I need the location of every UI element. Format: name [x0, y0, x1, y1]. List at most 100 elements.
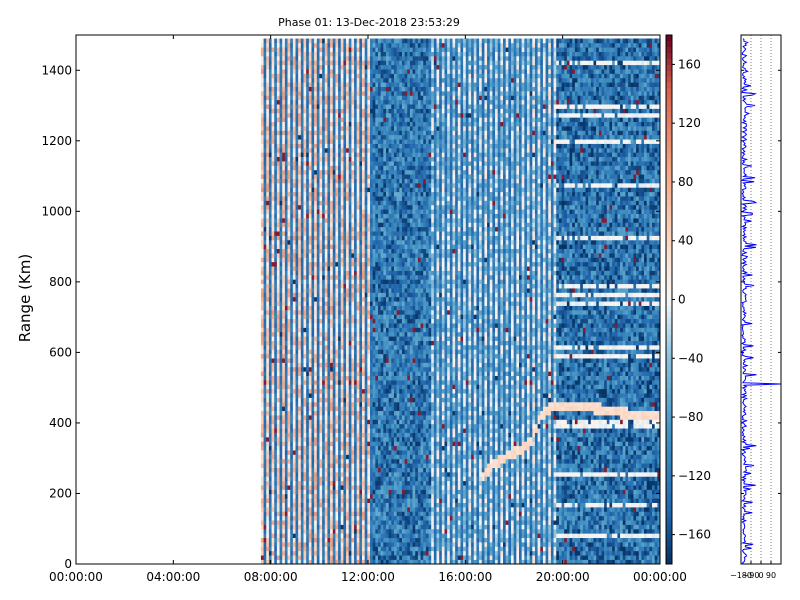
heatmap-cell [260, 437, 264, 442]
heatmap-cell [314, 143, 318, 149]
heatmap-cell [356, 191, 360, 197]
heatmap-cell [263, 56, 267, 61]
heatmap-cell [322, 82, 326, 87]
heatmap-cell [268, 174, 272, 179]
heatmap-cell [260, 288, 264, 293]
heatmap-cell [308, 91, 312, 96]
heatmap-cell [287, 191, 291, 197]
heatmap-cell [306, 121, 310, 127]
heatmap-cell [268, 239, 272, 245]
heatmap-cell [364, 489, 368, 495]
heatmap-cell [300, 502, 304, 508]
heatmap-cell [343, 108, 347, 114]
heatmap-cell [274, 476, 278, 482]
heatmap-cell [314, 38, 318, 44]
heatmap-cell [260, 51, 264, 57]
heatmap-cell [268, 292, 272, 298]
heatmap-cell [340, 148, 344, 153]
heatmap-cell [298, 169, 302, 175]
heatmap-cell [324, 358, 328, 363]
heatmap-cell [340, 485, 344, 490]
heatmap-cell [263, 546, 267, 552]
heatmap-cell [306, 366, 310, 372]
heatmap-cell [332, 134, 336, 140]
heatmap-cell [340, 274, 344, 280]
heatmap-cell [268, 139, 272, 144]
heatmap-cell [332, 253, 336, 258]
heatmap-cell [306, 126, 310, 131]
heatmap-cell [266, 559, 270, 565]
heatmap-cell [284, 537, 288, 543]
heatmap-cell [306, 397, 310, 403]
heatmap-cell [268, 204, 272, 210]
heatmap-cell [343, 314, 347, 320]
heatmap-cell [306, 152, 310, 158]
heatmap-cell [295, 410, 299, 416]
heatmap-cell [338, 524, 342, 530]
heatmap-cell [348, 209, 352, 214]
heatmap-cell [295, 463, 299, 468]
heatmap-cell [319, 95, 323, 101]
heatmap-cell [348, 187, 352, 193]
heatmap-cell [335, 463, 339, 468]
heatmap-cell [282, 463, 286, 468]
heatmap-cell [292, 226, 296, 232]
heatmap-cell [266, 353, 270, 359]
heatmap-cell [351, 95, 355, 101]
heatmap-cell [332, 187, 336, 193]
heatmap-cell [330, 270, 334, 276]
heatmap-cell [330, 327, 334, 333]
heatmap-cell [354, 121, 358, 127]
heatmap-cell [268, 134, 272, 140]
heatmap-cell [308, 542, 312, 547]
heatmap-cell [263, 454, 267, 460]
heatmap-cell [308, 47, 312, 52]
heatmap-cell [338, 270, 342, 276]
heatmap-cell [268, 480, 272, 486]
heatmap-cell [356, 380, 360, 385]
heatmap-cell [274, 393, 278, 398]
heatmap-cell [359, 301, 363, 306]
heatmap-cell [370, 415, 373, 420]
heatmap-cell [266, 104, 270, 109]
heatmap-cell [319, 345, 323, 350]
heatmap-cell [290, 82, 294, 87]
heatmap-cell [292, 95, 296, 101]
heatmap-cell [340, 169, 344, 175]
heatmap-cell [311, 441, 315, 447]
heatmap-cell [356, 91, 360, 96]
heatmap-cell [343, 239, 347, 245]
heatmap-cell [308, 73, 312, 79]
heatmap-cell [351, 340, 355, 346]
heatmap-cell [316, 121, 320, 127]
heatmap-cell [324, 423, 328, 429]
heatmap-cell [340, 244, 344, 250]
heatmap-cell [279, 353, 283, 359]
heatmap-cell [266, 187, 270, 193]
heatmap-cell [319, 248, 323, 254]
heatmap-cell [351, 187, 355, 193]
heatmap-cell [311, 134, 315, 140]
heatmap-cell [316, 169, 320, 175]
heatmap-cell [367, 318, 371, 324]
heatmap-cell [282, 239, 286, 245]
heatmap-cell [290, 410, 294, 416]
heatmap-cell [330, 148, 334, 153]
heatmap-cell [343, 345, 347, 350]
heatmap-cell [362, 69, 365, 74]
heatmap-cell [348, 178, 352, 184]
heatmap-cell [287, 550, 291, 556]
heatmap-cell [282, 279, 286, 285]
heatmap-cell [330, 200, 334, 206]
heatmap-cell [316, 393, 320, 398]
heatmap-cell [300, 64, 304, 70]
heatmap-cell [298, 489, 302, 495]
heatmap-cell [308, 209, 312, 214]
heatmap-cell [282, 91, 286, 96]
heatmap-cell [314, 498, 318, 503]
heatmap-cell [322, 445, 326, 451]
heatmap-cell [274, 91, 278, 96]
heatmap-cell [282, 498, 286, 503]
heatmap-cell [335, 196, 339, 201]
heatmap-cell [274, 283, 278, 289]
